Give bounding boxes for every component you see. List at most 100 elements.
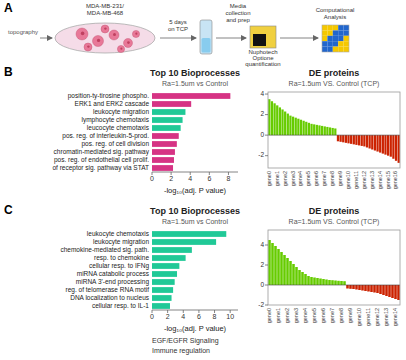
nucleus: [127, 41, 130, 44]
bar: [304, 274, 307, 285]
subtitle: Ra=1.5um VS. Control (TCP): [289, 218, 380, 226]
de-chart: DE proteinsRa=1.5um VS. Control (TCP)-20…: [258, 206, 400, 326]
bar: [332, 128, 334, 135]
tube: [200, 20, 212, 54]
category-label: leucocyte chemotaxis: [87, 124, 150, 132]
bar: [152, 141, 177, 147]
schematic-label: quantification: [245, 61, 280, 67]
bar: [352, 285, 355, 289]
x-tick-label: gene3: [293, 308, 299, 323]
schematic-label: on TCP: [168, 26, 188, 32]
bar: [310, 277, 313, 285]
bar: [295, 267, 298, 285]
bar: [374, 135, 376, 150]
bar: [355, 135, 357, 145]
bar: [364, 285, 367, 291]
bar: [339, 135, 341, 142]
heatmap-cell: [344, 36, 349, 41]
bar: [152, 231, 226, 237]
x-tick-label: 10: [226, 313, 234, 320]
schematic-label: topography: [8, 29, 38, 35]
x-tick-label: gene9: [347, 308, 353, 323]
panel-label: A: [4, 1, 13, 15]
bar: [152, 255, 186, 261]
bar: [346, 285, 349, 289]
x-tick-label: gene1: [274, 171, 280, 186]
schematic-label: 5 days: [169, 19, 187, 25]
bar: [379, 285, 382, 294]
heatmap-cell: [333, 30, 338, 35]
zero-line: [268, 135, 400, 136]
schematic-label: and prep: [226, 17, 250, 23]
bar: [343, 281, 346, 285]
schematic-label: MDA-MB-468: [87, 10, 124, 16]
x-tick-label: 2: [169, 175, 173, 182]
subtitle: Ra=1.5um VS. Control (TCP): [289, 80, 380, 88]
x-tick-label: gene11: [365, 308, 371, 326]
bar: [373, 285, 376, 293]
bar: [349, 285, 352, 289]
bar: [313, 124, 315, 135]
bar: [308, 123, 310, 135]
cell: [132, 30, 139, 37]
y-tick-label: 2: [260, 261, 264, 268]
schematic-label: Media: [230, 3, 247, 9]
bar-chart: Top 10 BioprocessesRa=1.5um vs Controlle…: [4, 203, 240, 355]
cell: [117, 45, 124, 52]
x-tick-label: 6: [197, 313, 201, 320]
schematic-label: Analysis: [324, 14, 346, 20]
bar: [152, 125, 181, 131]
y-tick: [265, 94, 268, 95]
x-tick-label: gene10: [345, 171, 351, 189]
bar: [321, 126, 323, 135]
x-tick-label: 8: [213, 313, 217, 320]
y-tick: [265, 305, 268, 306]
bar: [152, 165, 173, 171]
x-tick-label: gene6: [313, 171, 319, 186]
x-tick-label: gene4: [302, 308, 308, 323]
bar: [152, 93, 230, 99]
bar: [276, 105, 278, 135]
bar: [319, 279, 322, 286]
x-tick-label: gene10: [356, 308, 362, 326]
bar: [367, 285, 370, 292]
bar: [152, 157, 174, 163]
bar: [292, 264, 295, 285]
heatmap-cell: [338, 47, 343, 52]
heatmap-cell: [327, 25, 332, 30]
cell: [124, 39, 133, 48]
bar: [361, 285, 364, 291]
y-tick: [265, 245, 268, 246]
x-tick-label: gene6: [320, 308, 326, 323]
title: Top 10 Bioprocesses: [150, 68, 240, 78]
category-label: cellular resp. to IFNg: [89, 262, 149, 270]
x-tick-label: gene13: [383, 308, 389, 326]
x-tick-label: 8: [226, 175, 230, 182]
nucleus: [97, 39, 100, 42]
category-label: position-ty-tirosine phospho.: [68, 92, 149, 100]
x-tick-label: gene2: [284, 308, 290, 323]
bar: [366, 135, 368, 147]
bar: [268, 240, 271, 285]
heatmap-cell: [344, 47, 349, 52]
quantification-device: [250, 26, 276, 48]
category-label: leukocyte migration: [93, 108, 149, 116]
nucleus: [87, 45, 89, 47]
cell: [101, 25, 109, 33]
y-tick: [265, 135, 268, 136]
bar-chart: Top 10 BioprocessesRa=1.5um vs Controlpo…: [4, 65, 240, 195]
bar: [289, 261, 292, 285]
x-tick-label: gene0: [266, 308, 272, 323]
bar: [388, 285, 391, 297]
nucleus: [113, 33, 116, 36]
bar: [298, 270, 301, 285]
category-label: pos. reg. of interleukin-5-prod.: [62, 132, 149, 140]
bar: [387, 135, 389, 156]
bar: [283, 255, 286, 285]
bar: [322, 279, 325, 285]
bar: [271, 101, 273, 135]
heatmap-cell: [327, 36, 332, 41]
heatmap-cell: [322, 47, 327, 52]
bars: [152, 231, 226, 309]
category-label: ERK1 and ERK2 cascade: [75, 100, 150, 107]
